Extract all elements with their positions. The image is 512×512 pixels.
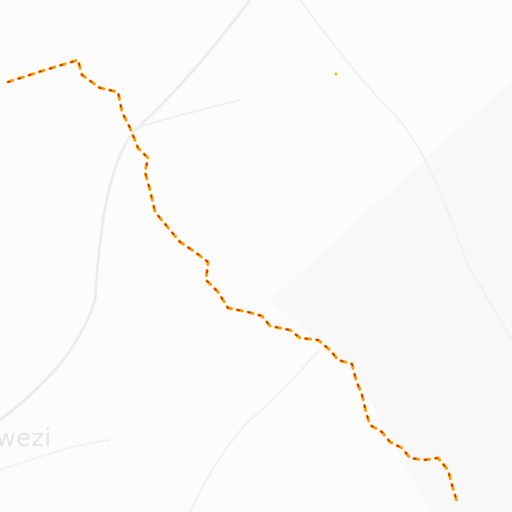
road — [299, 0, 512, 341]
place-label: wezi — [0, 424, 52, 452]
river — [0, 439, 111, 471]
map-marker-dot — [334, 72, 338, 76]
road — [129, 99, 241, 131]
admin-boundary-line-inner — [7, 59, 459, 506]
river — [189, 349, 321, 512]
admin-boundary-line — [6, 58, 460, 507]
neighbor-region-shade — [270, 80, 512, 512]
road — [0, 0, 252, 422]
